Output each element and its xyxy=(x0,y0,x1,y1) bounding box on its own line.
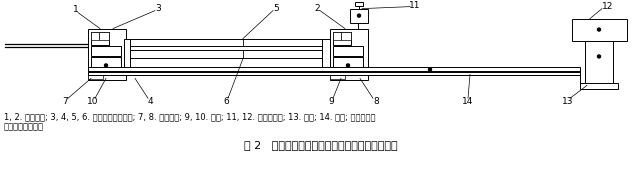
Bar xyxy=(333,57,363,71)
Bar xyxy=(585,40,613,85)
Bar xyxy=(88,72,580,75)
Text: 6: 6 xyxy=(223,97,229,106)
Bar xyxy=(335,73,341,78)
Bar xyxy=(130,38,330,47)
Bar xyxy=(330,29,368,80)
Text: 5: 5 xyxy=(273,4,279,13)
Text: 4: 4 xyxy=(147,97,153,106)
Text: 在密闭玻璃罩内。: 在密闭玻璃罩内。 xyxy=(4,122,44,131)
Bar xyxy=(322,38,330,68)
Bar xyxy=(93,73,99,78)
Bar xyxy=(350,9,368,23)
Bar xyxy=(124,38,130,68)
Text: 11: 11 xyxy=(409,1,421,10)
Text: 3: 3 xyxy=(155,4,161,13)
Bar xyxy=(330,70,338,75)
Text: 10: 10 xyxy=(87,97,99,106)
Text: 7: 7 xyxy=(62,97,68,106)
Bar xyxy=(91,57,121,71)
Bar xyxy=(355,2,363,6)
Bar xyxy=(91,31,109,45)
Text: 2: 2 xyxy=(314,4,320,13)
Circle shape xyxy=(428,68,431,71)
Text: 图 2   超声流量计时间测量准确度校准装置示意图: 图 2 超声流量计时间测量准确度校准装置示意图 xyxy=(244,140,398,150)
Circle shape xyxy=(597,28,601,31)
Text: 13: 13 xyxy=(562,97,574,106)
Text: 12: 12 xyxy=(602,2,613,11)
Bar xyxy=(88,67,580,71)
Bar xyxy=(333,31,341,40)
Bar xyxy=(88,70,96,75)
Bar xyxy=(580,83,618,89)
Bar xyxy=(91,47,121,56)
Text: 8: 8 xyxy=(373,97,379,106)
Circle shape xyxy=(347,64,350,67)
Bar xyxy=(341,31,351,40)
Bar xyxy=(572,19,627,40)
Text: 1, 2. 超声探头; 3, 4, 5, 6. 固定探头夹装机构; 7, 8. 固定机构; 9, 10. 滑块; 11, 12. 激光干涉仪; 13. 底座; : 1, 2. 超声探头; 3, 4, 5, 6. 固定探头夹装机构; 7, 8. … xyxy=(4,112,376,121)
Circle shape xyxy=(105,64,107,67)
Bar xyxy=(91,31,99,40)
Circle shape xyxy=(358,14,361,17)
Bar xyxy=(88,75,103,79)
Bar xyxy=(88,29,126,80)
Text: 1: 1 xyxy=(73,5,79,14)
Text: 14: 14 xyxy=(462,97,474,106)
Bar xyxy=(330,75,345,79)
Bar xyxy=(333,47,363,56)
Bar xyxy=(99,31,109,40)
Bar xyxy=(130,50,330,59)
Text: 9: 9 xyxy=(328,97,334,106)
Circle shape xyxy=(597,55,601,58)
Bar xyxy=(333,31,351,45)
